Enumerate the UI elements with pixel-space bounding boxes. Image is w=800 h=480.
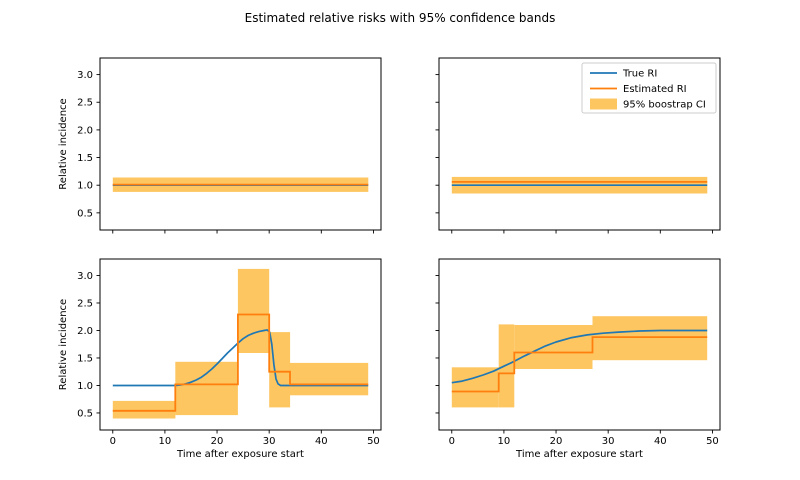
x-tick-label: 30 [263, 436, 276, 447]
legend-swatch-patch [590, 98, 617, 110]
x-tick-label: 50 [706, 436, 719, 447]
true-ri-line [451, 329, 708, 384]
y-axis-label: Relative incidence [58, 299, 69, 390]
x-tick-label: 40 [315, 436, 328, 447]
ci-band [451, 367, 499, 408]
ci-band [237, 268, 270, 353]
estimated-ri-line [112, 313, 369, 412]
y-tick-label: 1.0 [77, 381, 93, 392]
legend-entry-label: 95% boostrap CI [623, 100, 706, 111]
ci-band [290, 362, 369, 396]
subplot-bottom-left: 0 10 20 30 40 50 0.5 1.0 1.5 2.0 2.5 3.0 Time after … [58, 258, 382, 460]
x-axis-label: Time after exposure start [176, 449, 304, 460]
axes-spines [99, 258, 382, 431]
y-tick-label: 1.5 [77, 353, 93, 364]
subplot-top-right: True RI Estimated RI 95% boostrap CI [435, 57, 721, 234]
legend-entry-95-boostrap-ci: 95% boostrap CI [590, 98, 706, 111]
y-tick-label: 2.0 [77, 326, 93, 337]
x-axis-label: Time after exposure start [515, 449, 643, 460]
ci-band [592, 316, 708, 361]
x-tick-label: 50 [367, 436, 380, 447]
x-tick-label: 0 [449, 436, 455, 447]
x-tick-label: 20 [550, 436, 563, 447]
ci-band [112, 400, 176, 419]
x-tick-label: 0 [110, 436, 116, 447]
ci-band [175, 361, 238, 416]
x-tick-label: 20 [211, 436, 224, 447]
x-tick-label: 30 [602, 436, 615, 447]
axes-spines [438, 57, 721, 231]
x-tick-label: 10 [498, 436, 511, 447]
legend-entry-label: True RI [622, 69, 657, 80]
y-tick-label: 2.0 [77, 125, 93, 136]
subplot-top-left: 0.5 1.0 1.5 2.0 2.5 3.0 Relative incidence [58, 57, 382, 234]
y-tick-label: 3.0 [77, 271, 93, 282]
axes-spines [99, 57, 382, 231]
legend-entry-true-ri: True RI [590, 69, 657, 80]
subplot-bottom-right: 0 10 20 30 40 50 Time after exposure start [435, 258, 721, 460]
y-axis-label: Relative incidence [58, 98, 69, 189]
y-tick-label: 0.5 [77, 408, 93, 419]
y-tick-label: 2.5 [77, 98, 93, 109]
ci-band [269, 332, 291, 408]
y-tick-label: 2.5 [77, 298, 93, 309]
legend-entry-estimated-ri: Estimated RI [590, 84, 687, 95]
x-tick-label: 10 [159, 436, 172, 447]
legend-entry-label: Estimated RI [623, 84, 687, 95]
legend: True RI Estimated RI 95% boostrap CI [581, 62, 717, 114]
ci-band [514, 325, 593, 369]
y-tick-label: 0.5 [77, 208, 93, 219]
estimated-ri-line [451, 336, 708, 393]
figure-title: Estimated relative risks with 95% confid… [244, 11, 556, 25]
x-tick-label: 40 [654, 436, 667, 447]
y-tick-label: 1.0 [77, 181, 93, 192]
y-tick-label: 1.5 [77, 153, 93, 164]
axes-spines [438, 258, 721, 431]
y-tick-label: 3.0 [77, 70, 93, 81]
true-ri-line [112, 329, 369, 387]
